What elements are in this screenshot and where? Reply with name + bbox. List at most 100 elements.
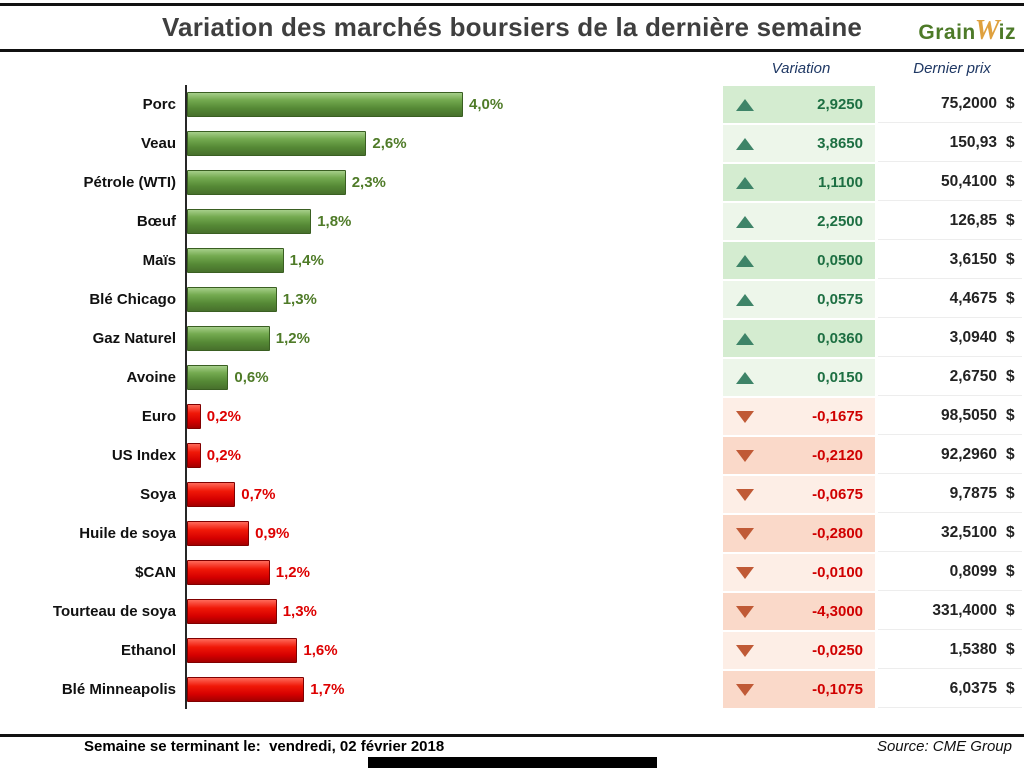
bar-area: 1,7% — [185, 670, 723, 709]
logo-text-grain: Grain — [918, 21, 976, 44]
variation-cell: 3,8650 — [723, 125, 875, 162]
dollar-sign: $ — [1006, 407, 1015, 424]
top-divider — [0, 3, 1024, 6]
dollar-sign: $ — [1006, 680, 1015, 697]
dollar-sign: $ — [1006, 602, 1015, 619]
variation-cell: 0,0575 — [723, 281, 875, 318]
up-triangle-icon — [736, 176, 754, 189]
cell-gap — [875, 476, 878, 513]
cell-gap — [875, 242, 878, 279]
footer-date: vendredi, 02 février 2018 — [269, 738, 445, 755]
price-value: 331,4000 — [932, 602, 997, 619]
percent-label: 2,6% — [372, 135, 407, 152]
bar — [187, 326, 270, 351]
bar — [187, 599, 277, 624]
dollar-sign: $ — [1006, 251, 1015, 268]
header: Variation des marchés boursiers de la de… — [0, 6, 1024, 52]
up-triangle-icon — [736, 293, 754, 306]
variation-value: -0,0675 — [812, 486, 863, 503]
table-row: Tourteau de soya 1,3% -4,3000 331,4000 $ — [0, 592, 1024, 631]
percent-label: 0,6% — [234, 369, 269, 386]
table-row: $CAN 1,2% -0,0100 0,8099 $ — [0, 553, 1024, 592]
down-triangle-icon — [736, 488, 754, 501]
variation-cell: 1,1100 — [723, 164, 875, 201]
bar-area: 1,3% — [185, 592, 723, 631]
rows: Porc 4,0% 2,9250 75,2000 $ Veau 2,6% 3,8… — [0, 85, 1024, 709]
dollar-sign: $ — [1006, 563, 1015, 580]
down-triangle-icon — [736, 605, 754, 618]
variation-cell: -0,2120 — [723, 437, 875, 474]
bar — [187, 638, 298, 663]
variation-cell: 0,0150 — [723, 359, 875, 396]
category-label: Maïs — [142, 252, 176, 269]
variation-value: -0,2800 — [812, 525, 863, 542]
percent-label: 0,2% — [206, 408, 241, 425]
category-label: Soya — [140, 486, 176, 503]
price-value: 4,4675 — [949, 290, 997, 307]
price-cell: 4,4675 $ — [878, 281, 1022, 318]
dollar-sign: $ — [1006, 641, 1015, 658]
price-cell: 126,85 $ — [878, 203, 1022, 240]
price-value: 3,0940 — [949, 329, 997, 346]
bar-area: 2,3% — [185, 163, 723, 202]
bar — [187, 209, 312, 234]
cell-gap — [875, 554, 878, 591]
table-row: Veau 2,6% 3,8650 150,93 $ — [0, 124, 1024, 163]
dollar-sign: $ — [1006, 485, 1015, 502]
footer-label: Semaine se terminant le: — [84, 738, 265, 755]
price-cell: 6,0375 $ — [878, 671, 1022, 708]
table-row: Ethanol 1,6% -0,0250 1,5380 $ — [0, 631, 1024, 670]
bar — [187, 287, 277, 312]
column-header-variation: Variation — [771, 60, 831, 77]
price-value: 1,5380 — [949, 641, 997, 658]
variation-cell: -0,0100 — [723, 554, 875, 591]
percent-label: 1,8% — [317, 213, 352, 230]
variation-value: 0,0575 — [817, 291, 863, 308]
price-value: 92,2960 — [940, 446, 997, 463]
price-cell: 0,8099 $ — [878, 554, 1022, 591]
variation-value: 2,9250 — [817, 96, 863, 113]
bar-area: 0,9% — [185, 514, 723, 553]
table-row: Blé Chicago 1,3% 0,0575 4,4675 $ — [0, 280, 1024, 319]
bar — [187, 482, 236, 507]
bar-area: 1,6% — [185, 631, 723, 670]
dollar-sign: $ — [1006, 446, 1015, 463]
bar-area: 1,2% — [185, 553, 723, 592]
price-value: 9,7875 — [949, 485, 997, 502]
table-row: Bœuf 1,8% 2,2500 126,85 $ — [0, 202, 1024, 241]
bottom-black-bar — [367, 757, 657, 768]
percent-label: 1,3% — [282, 603, 317, 620]
table-row: Euro 0,2% -0,1675 98,5050 $ — [0, 397, 1024, 436]
variation-value: 0,0360 — [817, 330, 863, 347]
category-label: Porc — [142, 96, 176, 113]
dollar-sign: $ — [1006, 95, 1015, 112]
variation-cell: 2,2500 — [723, 203, 875, 240]
variation-cell: -0,1675 — [723, 398, 875, 435]
percent-label: 1,4% — [289, 252, 324, 269]
bar-area: 0,2% — [185, 436, 723, 475]
category-label: Avoine — [126, 369, 176, 386]
price-cell: 2,6750 $ — [878, 359, 1022, 396]
up-triangle-icon — [736, 137, 754, 150]
up-triangle-icon — [736, 332, 754, 345]
cell-gap — [875, 671, 878, 708]
table-row: Soya 0,7% -0,0675 9,7875 $ — [0, 475, 1024, 514]
page-title: Variation des marchés boursiers de la de… — [161, 12, 863, 42]
dollar-sign: $ — [1006, 173, 1015, 190]
category-label: Blé Chicago — [89, 291, 176, 308]
variation-cell: 0,0500 — [723, 242, 875, 279]
price-value: 3,6150 — [949, 251, 997, 268]
down-triangle-icon — [736, 566, 754, 579]
category-label: Ethanol — [121, 642, 176, 659]
percent-label: 1,6% — [303, 642, 338, 659]
variation-value: 2,2500 — [817, 213, 863, 230]
cell-gap — [875, 86, 878, 123]
up-triangle-icon — [736, 98, 754, 111]
price-cell: 150,93 $ — [878, 125, 1022, 162]
dollar-sign: $ — [1006, 524, 1015, 541]
bar-area: 0,2% — [185, 397, 723, 436]
variation-cell: -0,0250 — [723, 632, 875, 669]
logo-letter-w: W — [974, 15, 1000, 46]
cell-gap — [875, 593, 878, 630]
percent-label: 4,0% — [469, 96, 504, 113]
